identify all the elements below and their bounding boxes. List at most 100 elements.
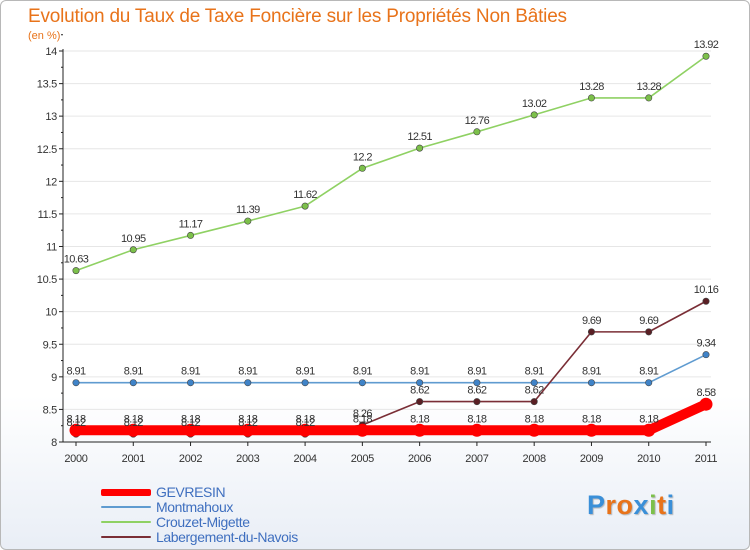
data-label: 13.02 — [522, 98, 547, 110]
data-label: 11.39 — [236, 204, 260, 216]
data-label: 8.18 — [124, 413, 143, 425]
legend-label: GEVRESIN — [156, 484, 226, 500]
data-label: 8.18 — [66, 413, 85, 425]
y-tick-label: 10.5 — [37, 274, 57, 286]
data-label: 12.51 — [407, 131, 432, 143]
y-tick-label: 10 — [45, 307, 57, 319]
data-label: 9.69 — [639, 315, 658, 327]
data-label: 8.18 — [238, 413, 257, 425]
data-point — [530, 379, 538, 387]
data-point — [584, 423, 598, 437]
data-point — [587, 379, 595, 387]
data-point — [358, 379, 366, 387]
y-tick-label: 14 — [45, 46, 57, 58]
logo-letter: i — [649, 490, 658, 520]
data-label: 10.16 — [694, 284, 719, 296]
data-point — [69, 423, 83, 437]
data-label: 8.18 — [525, 413, 544, 425]
data-label: 9.34 — [696, 338, 715, 350]
data-point — [530, 111, 538, 119]
logo-letter: x — [633, 490, 650, 520]
data-label: 8.91 — [410, 366, 429, 378]
legend-swatch — [101, 536, 151, 538]
data-point — [530, 398, 538, 406]
data-point — [358, 164, 366, 172]
legend-label: Labergement-du-Navois — [156, 529, 298, 545]
data-point — [301, 202, 309, 210]
data-point — [301, 379, 309, 387]
data-point — [587, 328, 595, 336]
data-point — [473, 379, 481, 387]
legend-label: Crouzet-Migette — [156, 514, 250, 530]
chart-title: Evolution du Taux de Taxe Foncière sur l… — [28, 6, 567, 27]
data-label: 8.91 — [296, 366, 315, 378]
data-label: 8.62 — [467, 385, 486, 397]
data-point — [527, 423, 541, 437]
x-tick-label: 2005 — [351, 453, 374, 465]
series-line — [71, 399, 711, 436]
data-label: 10.95 — [121, 233, 146, 245]
chart-unit-label: (en %) — [28, 30, 61, 42]
proxiti-logo: Proxiti — [587, 490, 675, 521]
x-tick-label: 2007 — [465, 453, 488, 465]
data-point — [72, 379, 80, 387]
data-point — [702, 351, 710, 359]
data-point — [645, 379, 653, 387]
data-point — [355, 423, 369, 437]
data-label: 8.18 — [467, 413, 486, 425]
data-point — [416, 379, 424, 387]
data-label: 13.28 — [579, 81, 604, 93]
data-label: 8.12 — [296, 417, 315, 429]
line-chart: 8 8.5 9 9.5 10 10.5 11 11.5 12 12.5 13 13.5 14 2000 20… — [37, 34, 719, 465]
x-tick-label: 2008 — [523, 453, 546, 465]
series-montmahoux — [72, 351, 710, 387]
x-tick-label: 2002 — [179, 453, 202, 465]
x-tick-label: 2009 — [580, 453, 603, 465]
data-label: 11.17 — [179, 218, 203, 230]
data-label: 8.62 — [410, 385, 429, 397]
data-label: 8.91 — [582, 366, 601, 378]
data-label: 13.28 — [636, 81, 661, 93]
data-label: 8.12 — [181, 417, 200, 429]
x-tick-label: 2003 — [236, 453, 259, 465]
data-label: 8.12 — [238, 417, 257, 429]
data-label: 8.58 — [696, 387, 715, 399]
data-label: 8.91 — [66, 366, 85, 378]
data-point — [244, 217, 252, 225]
data-point — [129, 246, 137, 254]
data-label: 13.92 — [694, 39, 719, 51]
x-tick-label: 2006 — [408, 453, 431, 465]
data-label: 8.91 — [525, 366, 544, 378]
legend-swatch — [101, 521, 151, 523]
data-label: 8.12 — [66, 417, 85, 429]
data-label: 8.91 — [124, 366, 143, 378]
data-label: 8.62 — [525, 385, 544, 397]
legend-swatch — [101, 489, 151, 496]
logo-letter: t — [657, 490, 667, 520]
data-label: 12.2 — [353, 151, 372, 163]
data-label: 8.12 — [124, 417, 143, 429]
data-point — [645, 94, 653, 102]
data-point — [72, 267, 80, 275]
y-tick-label: 8.5 — [43, 404, 58, 416]
logo-letter: o — [616, 490, 634, 520]
data-label: 8.26 — [353, 408, 372, 420]
y-tick-label: 8 — [51, 437, 57, 449]
x-tick-label: 2001 — [122, 453, 145, 465]
data-point — [126, 423, 140, 437]
data-point — [241, 423, 255, 437]
y-tick-label: 13.5 — [37, 79, 57, 91]
data-label: 11.62 — [293, 189, 317, 201]
data-point — [702, 297, 710, 305]
y-tick-label: 9.5 — [43, 339, 58, 351]
x-tick-label: 2000 — [64, 453, 87, 465]
data-point — [416, 398, 424, 406]
x-tick-label: 2010 — [637, 453, 660, 465]
y-tick-label: 11.5 — [38, 209, 58, 221]
logo-letter: i — [666, 490, 675, 520]
legend-swatch — [101, 506, 151, 508]
data-point — [473, 128, 481, 136]
series-line — [75, 353, 707, 384]
data-point — [473, 398, 481, 406]
